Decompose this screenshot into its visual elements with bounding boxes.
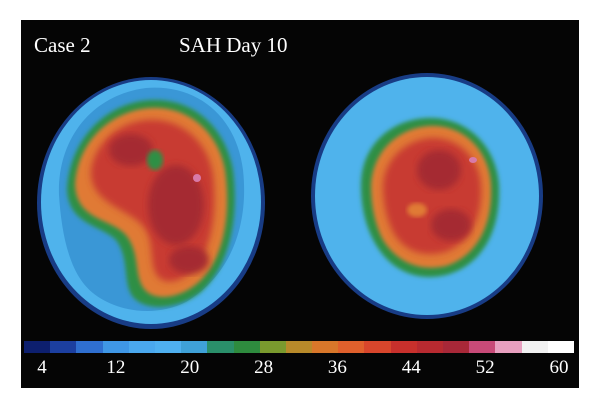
color-scale-segment bbox=[233, 341, 260, 353]
color-scale-segment bbox=[443, 341, 470, 353]
cbf-image-panel: Case 2 SAH Day 10 4 12 20 28 36 44 52 60 bbox=[21, 20, 579, 388]
color-scale-ticks: 4 12 20 28 36 44 52 60 bbox=[21, 358, 579, 382]
color-scale-segment bbox=[76, 341, 103, 353]
color-scale-tick-label: 36 bbox=[327, 357, 347, 378]
condition-label: SAH Day 10 bbox=[179, 33, 288, 57]
color-scale-segment bbox=[469, 341, 496, 353]
color-scale-segment bbox=[495, 341, 522, 353]
case-label: Case 2 bbox=[34, 33, 91, 57]
color-scale-tick-label: 52 bbox=[475, 357, 495, 378]
color-scale-segment bbox=[50, 341, 77, 353]
color-scale-segment bbox=[207, 341, 234, 353]
brain-scans bbox=[37, 73, 543, 329]
color-scale-tick-label: 28 bbox=[254, 357, 274, 378]
color-scale-tick-label: 4 bbox=[37, 357, 47, 378]
color-scale-segment bbox=[338, 341, 365, 353]
color-scale-segment bbox=[364, 341, 391, 353]
color-scale-segment bbox=[521, 341, 548, 353]
color-scale-segment bbox=[547, 341, 574, 353]
color-scale-segment bbox=[128, 341, 155, 353]
color-scale-tick-label: 60 bbox=[549, 357, 569, 378]
color-scale-segment bbox=[416, 341, 443, 353]
color-scale-tick-label: 12 bbox=[106, 357, 126, 378]
color-scale-tick-label: 44 bbox=[401, 357, 421, 378]
color-scale-segment bbox=[102, 341, 129, 353]
right-brain-slice bbox=[311, 73, 543, 319]
left-brain-slice bbox=[37, 77, 265, 329]
color-scale-segment bbox=[285, 341, 313, 353]
color-scale-bar bbox=[24, 341, 574, 353]
color-scale-segment bbox=[312, 341, 339, 353]
color-scale-tick-label: 20 bbox=[180, 357, 200, 378]
color-scale-segment bbox=[259, 341, 286, 353]
color-scale-segment bbox=[181, 341, 208, 353]
color-scale-segment bbox=[154, 341, 182, 353]
color-scale-segment bbox=[24, 341, 51, 353]
color-scale-segment bbox=[390, 341, 417, 353]
